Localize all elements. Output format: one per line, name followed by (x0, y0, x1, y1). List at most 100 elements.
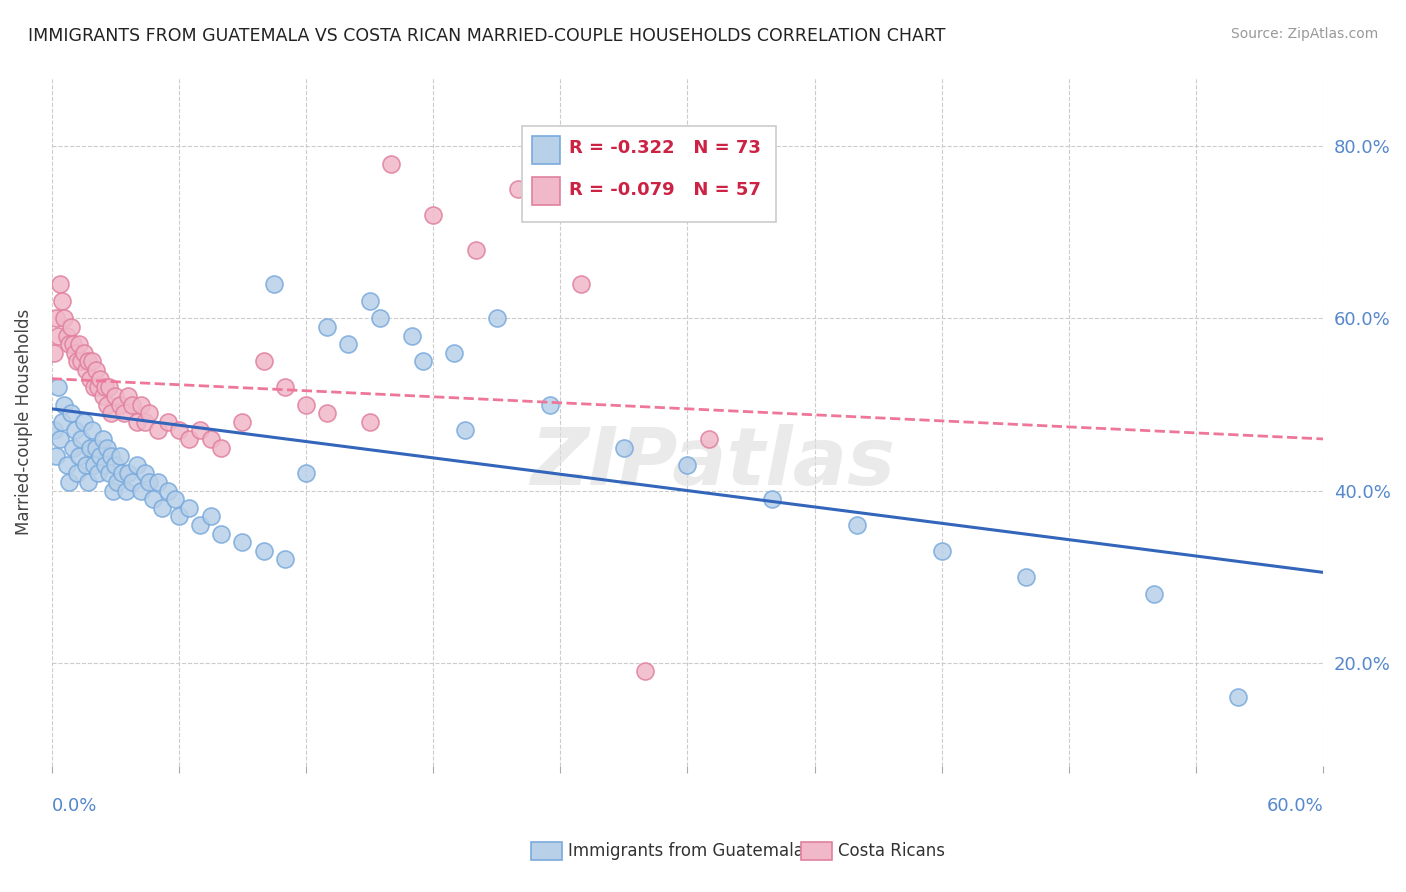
Point (49, 277, 72, 291)
Point (157, 483, 180, 498)
Point (67, 449, 90, 463)
Point (443, 346, 465, 360)
Point (62, 441, 84, 455)
Point (676, 458, 699, 472)
Point (75, 458, 97, 472)
Point (200, 432, 222, 446)
FancyBboxPatch shape (533, 136, 560, 163)
Point (380, 156, 402, 170)
Point (146, 423, 169, 437)
Point (115, 483, 138, 498)
Point (697, 432, 720, 446)
Point (70, 354, 93, 368)
Point (316, 320, 339, 334)
Point (485, 311, 508, 326)
Point (368, 311, 391, 326)
Point (72, 346, 94, 360)
Point (464, 243, 486, 257)
Point (72, 415, 94, 429)
Point (167, 423, 190, 437)
Point (359, 415, 381, 429)
Point (91, 389, 114, 403)
Point (59, 406, 82, 420)
Point (83, 458, 105, 472)
Point (422, 208, 444, 222)
Point (150, 500, 173, 515)
Text: IMMIGRANTS FROM GUATEMALA VS COSTA RICAN MARRIED-COUPLE HOUSEHOLDS CORRELATION C: IMMIGRANTS FROM GUATEMALA VS COSTA RICAN… (28, 27, 946, 45)
Point (66, 467, 89, 481)
Point (163, 492, 186, 507)
Point (104, 389, 127, 403)
Point (107, 475, 129, 489)
Point (76, 475, 98, 489)
Text: 0.0%: 0.0% (52, 797, 97, 814)
Point (100, 449, 122, 463)
Point (108, 397, 131, 411)
Point (80, 354, 103, 368)
Text: 60.0%: 60.0% (1267, 797, 1323, 814)
Point (134, 415, 156, 429)
Point (55, 458, 77, 472)
Point (111, 467, 134, 481)
Point (506, 182, 529, 196)
Point (83, 380, 105, 394)
Point (179, 500, 201, 515)
Point (359, 294, 381, 309)
Point (45, 449, 67, 463)
Point (121, 475, 143, 489)
Point (117, 389, 139, 403)
Point (179, 432, 201, 446)
Point (1015, 569, 1038, 583)
Point (93, 380, 115, 394)
Point (63, 423, 86, 437)
Point (274, 380, 297, 394)
Point (634, 665, 657, 679)
Point (209, 441, 232, 455)
Point (104, 458, 127, 472)
Point (231, 415, 253, 429)
Point (96, 441, 118, 455)
Point (454, 423, 477, 437)
Point (125, 458, 148, 472)
Point (112, 406, 135, 420)
Point (571, 277, 593, 291)
Point (84, 363, 107, 377)
Point (845, 518, 868, 533)
Point (79, 372, 101, 386)
Point (188, 423, 211, 437)
Point (59, 320, 82, 334)
Point (53, 397, 76, 411)
Point (295, 467, 318, 481)
Text: R = -0.322   N = 73: R = -0.322 N = 73 (569, 139, 761, 157)
Point (100, 406, 122, 420)
Point (274, 552, 297, 566)
Point (138, 475, 160, 489)
Y-axis label: Married-couple Households: Married-couple Households (15, 309, 32, 535)
Point (79, 441, 101, 455)
Point (46, 380, 69, 394)
Text: R = -0.079   N = 57: R = -0.079 N = 57 (569, 181, 761, 199)
Point (761, 492, 783, 507)
Point (263, 277, 285, 291)
Point (125, 415, 148, 429)
Point (209, 526, 232, 541)
Point (53, 311, 76, 326)
Point (103, 483, 125, 498)
Point (91, 432, 114, 446)
Point (146, 475, 169, 489)
Point (97, 467, 120, 481)
Point (108, 449, 131, 463)
Point (87, 467, 110, 481)
Text: ZIPatlas: ZIPatlas (530, 424, 896, 502)
Point (412, 354, 434, 368)
Point (188, 518, 211, 533)
Point (46, 328, 69, 343)
Point (97, 380, 120, 394)
Point (121, 397, 143, 411)
Point (1142, 587, 1164, 601)
Point (401, 328, 423, 343)
Point (538, 397, 561, 411)
FancyBboxPatch shape (522, 126, 776, 222)
Point (62, 337, 84, 351)
Text: Source: ZipAtlas.com: Source: ZipAtlas.com (1230, 27, 1378, 41)
